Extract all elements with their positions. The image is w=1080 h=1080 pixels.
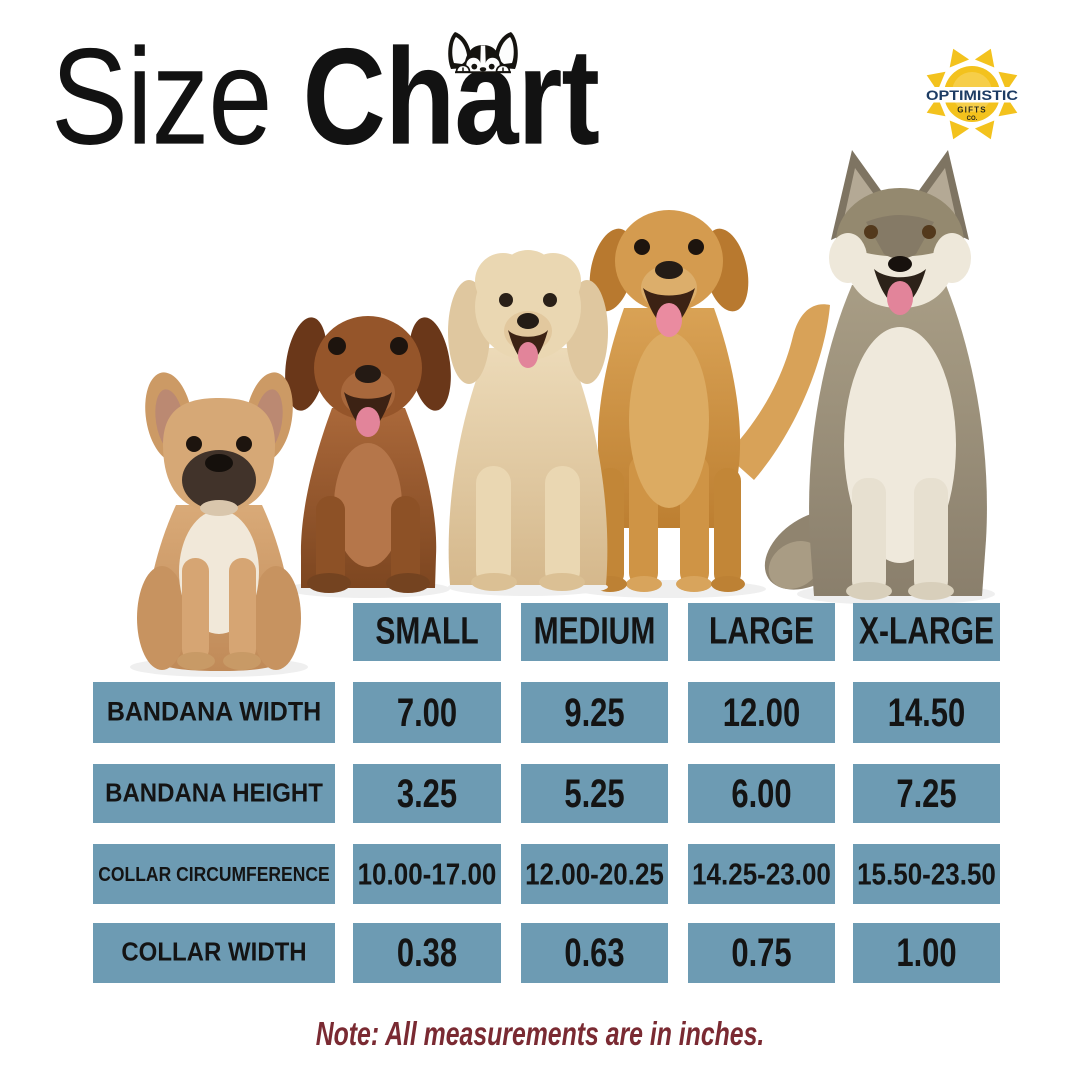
svg-text:CO.: CO. [967, 116, 978, 122]
svg-text:GIFTS: GIFTS [957, 106, 987, 115]
svg-text:OPTIMISTIC: OPTIMISTIC [926, 88, 1018, 103]
